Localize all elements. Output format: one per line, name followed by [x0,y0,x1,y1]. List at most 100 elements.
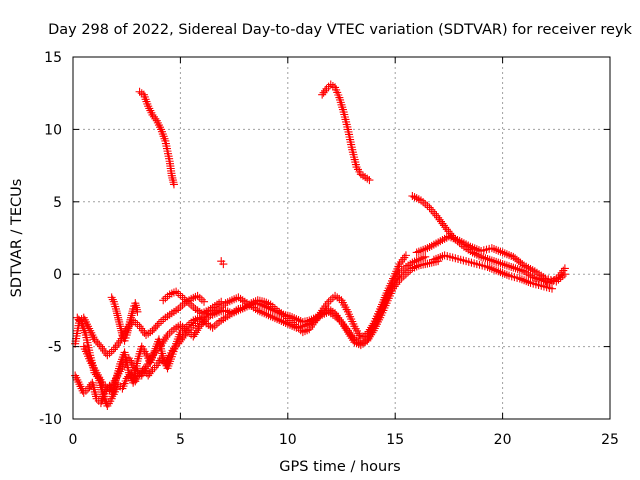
data-point [162,333,171,342]
data-point [195,322,204,331]
data-point [190,330,199,339]
data-point [108,295,117,304]
data-point [174,289,183,298]
series-point-b [217,257,228,269]
data-point [153,344,162,353]
data-point [153,321,162,330]
data-point [421,252,430,261]
grid-lines [73,57,610,419]
y-tick-label: 0 [53,267,62,283]
y-tick-label: 5 [53,195,62,211]
data-point [427,205,436,214]
data-point [485,255,494,264]
data-point [505,262,514,271]
series-arc-c3 [429,251,557,293]
data-point [167,327,176,336]
data-point [158,339,167,348]
data-point [399,272,408,281]
data-point [219,260,228,269]
data-point [151,114,160,123]
data-point [159,315,168,324]
data-point [412,194,421,203]
x-axis-label: GPS time / hours [279,459,400,475]
chart-title: Day 298 of 2022, Sidereal Day-to-day VTE… [48,22,632,38]
data-point [193,326,202,335]
axis-ticks: 0 5 10 15 20 25 -10 -5 0 5 10 15 [39,50,619,448]
series-arc-a1 [135,87,178,189]
data-point [150,324,159,333]
data-point [421,199,430,208]
plot-frame [72,56,611,420]
data-point [200,297,209,306]
data-point [429,207,438,216]
data-point [107,347,116,356]
series-arc-d5 [107,293,142,345]
data-point [498,260,507,269]
data-point [150,363,159,372]
data-point [165,329,174,338]
data-point [492,257,501,266]
data-point [133,320,142,329]
y-axis-label: SDTVAR / TECUs [9,179,25,298]
data-point [197,320,206,329]
data-point [160,335,169,344]
data-point [500,260,509,269]
data-point [487,256,496,265]
data-point [191,328,200,337]
data-point [161,294,170,303]
x-tick-label: 5 [176,432,185,448]
data-point [159,296,168,305]
data-point [401,270,410,279]
data-point [494,258,503,267]
data-point [490,257,499,266]
series-arc-c1 [408,192,569,287]
data-point [390,276,399,285]
data-point [169,180,178,189]
x-tick-label: 0 [69,432,78,448]
data-point [389,278,398,287]
data-point [157,341,166,350]
data-point [401,251,410,260]
data-point [95,340,104,349]
data-point [198,318,207,327]
data-point [442,225,451,234]
x-tick-label: 15 [386,432,404,448]
data-point [321,86,330,95]
data-point [365,176,374,185]
data-point [324,82,333,91]
x-tick-label: 20 [494,432,512,448]
data-point [430,209,439,218]
data-point [507,262,516,271]
data-point [511,264,520,273]
data-point [92,337,101,346]
data-point [151,323,160,332]
data-point [560,270,569,279]
data-point [483,254,492,263]
data-point [548,284,557,293]
data-point [189,303,198,312]
data-point [152,346,161,355]
data-point [391,274,400,283]
data-points [71,80,569,410]
y-tick-label: -5 [48,340,62,356]
data-point [195,293,204,302]
series-arc-c2 [412,232,569,286]
data-point [502,261,511,270]
data-point [509,263,518,272]
data-point [423,201,432,210]
data-point [210,321,219,330]
series-arc-d6 [159,287,226,318]
x-tick-label: 25 [601,432,619,448]
data-point [187,301,196,310]
data-point [394,270,403,279]
data-point [157,317,166,326]
data-point [434,257,443,266]
data-point [178,301,187,310]
series-arc-a2 [318,80,374,185]
data-point [90,335,99,344]
data-point [496,259,505,268]
data-point [147,367,156,376]
data-point [93,338,102,347]
data-point [425,203,434,212]
